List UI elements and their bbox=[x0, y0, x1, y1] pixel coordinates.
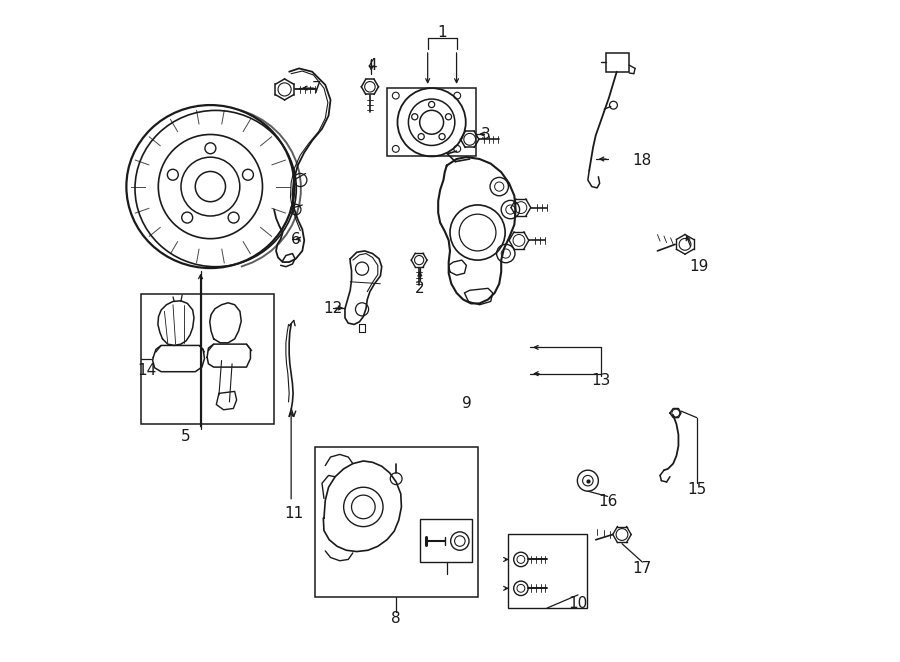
Text: 5: 5 bbox=[181, 428, 191, 444]
Text: 7: 7 bbox=[311, 81, 321, 95]
Bar bbox=[420, 520, 472, 562]
Text: 10: 10 bbox=[569, 596, 588, 611]
Text: 8: 8 bbox=[392, 611, 401, 626]
Text: 2: 2 bbox=[415, 281, 425, 296]
Text: 18: 18 bbox=[633, 153, 652, 168]
Text: 14: 14 bbox=[137, 363, 157, 378]
Bar bbox=[387, 88, 476, 156]
Bar bbox=[607, 54, 629, 71]
Bar bbox=[141, 294, 274, 424]
Text: 17: 17 bbox=[633, 561, 652, 576]
Text: 11: 11 bbox=[284, 506, 303, 521]
Text: 6: 6 bbox=[291, 232, 301, 247]
Bar bbox=[315, 448, 478, 597]
Text: 19: 19 bbox=[689, 259, 708, 274]
Text: 4: 4 bbox=[367, 58, 377, 73]
Text: 13: 13 bbox=[591, 373, 611, 388]
Text: 12: 12 bbox=[323, 301, 343, 316]
Text: 1: 1 bbox=[437, 24, 447, 40]
Text: 9: 9 bbox=[462, 396, 472, 410]
Text: 3: 3 bbox=[482, 126, 491, 142]
Bar bbox=[508, 534, 587, 608]
Text: 16: 16 bbox=[598, 494, 617, 509]
Text: 15: 15 bbox=[688, 483, 706, 497]
